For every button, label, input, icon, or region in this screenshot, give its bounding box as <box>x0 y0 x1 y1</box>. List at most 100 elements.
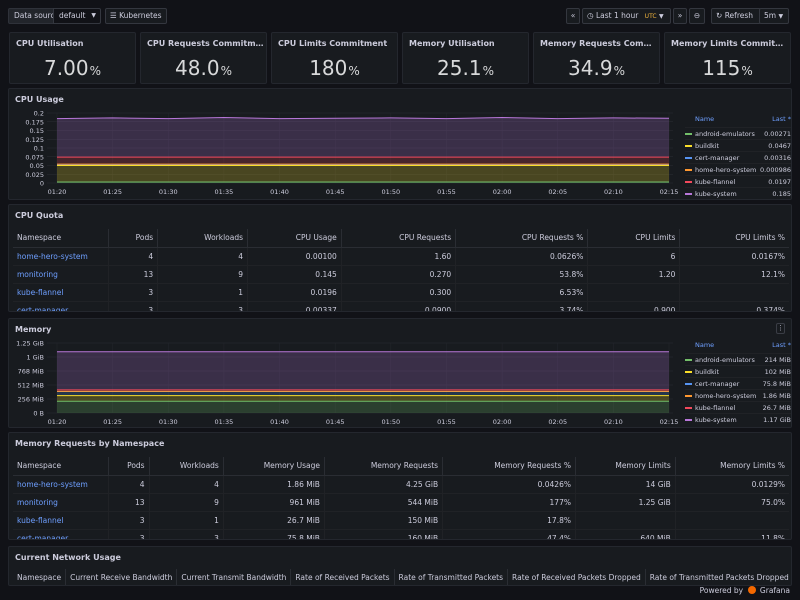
legend-item[interactable]: home-hero-system 0.000986 <box>685 163 791 175</box>
column-header[interactable]: Memory Requests % <box>442 457 576 476</box>
x-tick-label: 01:30 <box>159 418 178 426</box>
chevron-double-right-icon: » <box>677 11 683 20</box>
legend-item[interactable]: kube-system 1.17 GiB <box>685 413 791 425</box>
column-header[interactable]: Memory Requests <box>323 457 443 476</box>
column-header[interactable]: Namespace <box>13 457 108 476</box>
column-header[interactable]: Rate of Received Packets Dropped <box>507 569 646 585</box>
zoom-out-button[interactable]: ⊖ <box>689 8 705 24</box>
legend-last-header[interactable]: Last * <box>772 115 791 123</box>
time-forward-button[interactable]: » <box>673 8 687 24</box>
panel-menu-icon[interactable]: ⋮ <box>776 323 785 334</box>
column-header[interactable]: Workloads <box>157 229 248 248</box>
y-tick-label: 512 MiB <box>18 382 44 390</box>
series-swatch <box>685 359 692 361</box>
column-header[interactable]: Memory Limits <box>574 457 676 476</box>
namespace-link[interactable]: monitoring <box>13 493 108 512</box>
stat-title: Memory Limits Commitment <box>671 39 789 48</box>
legend-item[interactable]: kube-flannel 0.0197 <box>685 175 791 187</box>
x-tick-label: 02:10 <box>604 418 623 426</box>
x-tick-label: 01:35 <box>215 188 234 196</box>
column-header[interactable]: Memory Limits % <box>674 457 789 476</box>
time-back-button[interactable]: « <box>566 8 580 24</box>
column-header[interactable]: CPU Limits <box>587 229 680 248</box>
legend-name-header[interactable]: Name <box>695 341 715 349</box>
x-tick-label: 01:45 <box>326 188 345 196</box>
x-tick-label: 02:00 <box>493 418 512 426</box>
legend-item[interactable]: kube-flannel 26.7 MiB <box>685 401 791 413</box>
column-header[interactable]: Pods <box>107 457 150 476</box>
column-header[interactable]: CPU Requests % <box>455 229 588 248</box>
legend-name-header[interactable]: Name <box>695 115 715 123</box>
x-tick-label: 01:35 <box>215 418 234 426</box>
table-cell: 75.0% <box>674 493 789 512</box>
table-cell: 0.0426% <box>442 475 576 494</box>
chevron-double-left-icon: « <box>570 11 576 20</box>
stat-memory-requests-commitment: Memory Requests Commitment 34.9% <box>533 32 660 84</box>
column-header[interactable]: Current Receive Bandwidth <box>65 569 177 585</box>
footer: Powered by Grafana <box>700 586 790 595</box>
refresh-interval-select[interactable]: 5m ▼ <box>759 8 789 24</box>
y-tick-label: 0.05 <box>30 162 44 170</box>
legend-item[interactable]: buildkit 0.0467 <box>685 139 791 151</box>
namespace-link[interactable]: home-hero-system <box>13 475 108 494</box>
kubernetes-tag-link[interactable]: ☰ Kubernetes <box>105 8 167 24</box>
clock-icon: ◷ <box>587 11 594 20</box>
namespace-link[interactable]: kube-flannel <box>13 511 108 530</box>
column-header[interactable]: Namespace <box>13 569 66 585</box>
x-tick-label: 01:55 <box>437 188 456 196</box>
column-header[interactable]: Memory Usage <box>222 457 325 476</box>
panel-title: Current Network Usage <box>15 553 121 562</box>
legend-item[interactable]: cert-manager 0.00316 <box>685 151 791 163</box>
cpu-quota-table: Namespace Pods Workloads CPU Usage CPU R… <box>13 229 789 311</box>
column-header[interactable]: CPU Limits % <box>679 229 789 248</box>
table-cell <box>674 511 789 530</box>
column-header[interactable]: Pods <box>107 229 158 248</box>
time-range-label: Last 1 hour <box>595 11 639 20</box>
table-row: kube-flannel 3 1 26.7 MiB 150 MiB 17.8% <box>13 511 789 530</box>
namespace-link[interactable]: home-hero-system <box>13 247 108 266</box>
x-tick-label: 01:50 <box>381 418 400 426</box>
datasource-select[interactable]: default ▼ <box>53 8 101 24</box>
stat-title: Memory Utilisation <box>409 39 495 48</box>
grafana-brand-link[interactable]: Grafana <box>759 586 790 595</box>
table-cell <box>587 283 680 302</box>
namespace-link[interactable]: monitoring <box>13 265 108 284</box>
table-row: cert-manager 3 3 0.00337 0.0900 3.74% 0.… <box>13 301 789 311</box>
stat-memory-limits-commitment: Memory Limits Commitment 115% <box>664 32 791 84</box>
legend-last-header[interactable]: Last * <box>772 341 791 349</box>
column-header[interactable]: Namespace <box>13 229 108 248</box>
table-row: cert-manager 3 3 75.8 MiB 160 MiB 47.4% … <box>13 529 789 539</box>
time-picker-button[interactable]: ◷ Last 1 hour UTC ▼ <box>582 8 671 24</box>
table-cell: 0.374% <box>679 301 789 311</box>
namespace-link[interactable]: kube-flannel <box>13 283 108 302</box>
namespace-link[interactable]: cert-manager <box>13 529 108 539</box>
x-tick-label: 01:40 <box>270 188 289 196</box>
zoom-out-icon: ⊖ <box>693 11 701 20</box>
refresh-button[interactable]: ↻ Refresh <box>711 8 761 24</box>
legend-item[interactable]: android-emulators 0.00271 <box>685 127 791 139</box>
column-header[interactable]: CPU Requests <box>340 229 456 248</box>
column-header[interactable]: Rate of Received Packets <box>290 569 395 585</box>
legend-item[interactable]: android-emulators 214 MiB <box>685 353 791 365</box>
series-swatch <box>685 157 692 159</box>
stat-title: CPU Requests Commitment <box>147 39 265 48</box>
column-header[interactable]: Current Transmit Bandwidth <box>176 569 291 585</box>
table-cell: 3 <box>148 529 224 539</box>
legend-item[interactable]: kube-system 0.185 <box>685 187 791 199</box>
refresh-interval-value: 5m <box>764 11 777 20</box>
namespace-link[interactable]: cert-manager <box>13 301 108 311</box>
table-cell: 1 <box>148 511 224 530</box>
legend-item[interactable]: cert-manager 75.8 MiB <box>685 377 791 389</box>
column-header[interactable]: Rate of Transmitted Packets Dropped <box>644 569 791 585</box>
x-tick-label: 01:45 <box>326 418 345 426</box>
column-header[interactable]: CPU Usage <box>247 229 342 248</box>
stat-value: 7.00% <box>44 56 101 80</box>
legend-item[interactable]: buildkit 102 MiB <box>685 365 791 377</box>
table-cell: 1.20 <box>587 265 680 284</box>
legend-item[interactable]: home-hero-system 1.86 MiB <box>685 389 791 401</box>
column-header[interactable]: Workloads <box>148 457 224 476</box>
column-header[interactable]: Rate of Transmitted Packets <box>393 569 508 585</box>
memory-requests-panel: Memory Requests by Namespace Namespace P… <box>8 432 792 540</box>
timezone-label: UTC <box>644 13 657 20</box>
x-tick-label: 01:40 <box>270 418 289 426</box>
